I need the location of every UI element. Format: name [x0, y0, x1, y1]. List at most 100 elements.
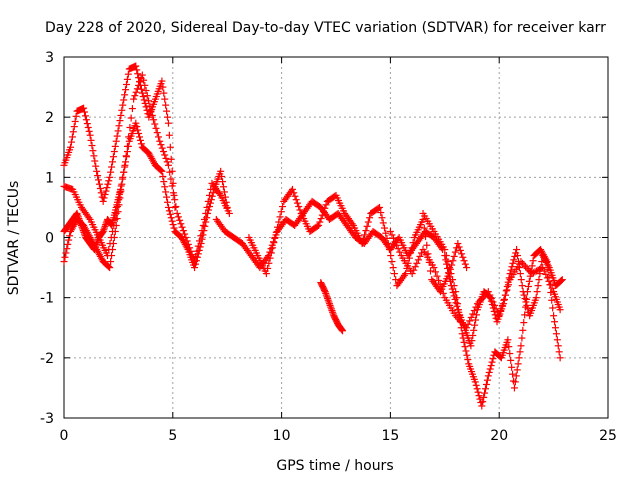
data-point-interp	[85, 127, 93, 135]
data-point-interp	[62, 249, 70, 257]
data-point-interp	[76, 218, 84, 226]
data-point-interp	[142, 87, 150, 95]
data-point-interp	[200, 227, 208, 235]
data-point-interp	[292, 196, 300, 204]
data-point-interp	[327, 305, 335, 313]
data-point-interp	[322, 289, 330, 297]
data-point	[504, 336, 512, 344]
data-point	[156, 137, 164, 145]
data-point-interp	[160, 89, 168, 97]
data-point-interp	[511, 378, 519, 386]
data-point-interp	[389, 264, 397, 272]
data-point-interp	[445, 273, 453, 281]
data-point-interp	[100, 226, 108, 234]
data-point-interp	[93, 239, 101, 247]
data-point-interp	[546, 281, 554, 289]
data-point-interp	[503, 282, 511, 290]
data-point-interp	[380, 224, 388, 232]
data-point-interp	[113, 132, 121, 140]
data-point-interp	[218, 172, 226, 180]
data-point-interp	[390, 234, 398, 242]
data-point	[164, 161, 172, 169]
data-point-interp	[518, 334, 526, 342]
data-point-interp	[329, 310, 337, 318]
data-point-interp	[411, 263, 419, 271]
data-point-interp	[194, 250, 202, 258]
y-tick-label: -3	[40, 411, 54, 427]
data-point-interp	[120, 168, 128, 176]
data-point	[164, 203, 172, 211]
data-point-interp	[133, 66, 141, 74]
data-point-interp	[391, 238, 399, 246]
data-point	[478, 402, 486, 410]
data-point-interp	[322, 201, 330, 209]
data-point-interp	[296, 206, 304, 214]
data-point-interp	[122, 86, 130, 94]
data-point-interp	[472, 381, 480, 389]
data-point-interp	[155, 133, 163, 141]
data-point-interp	[131, 92, 139, 100]
y-tick-label: -2	[40, 351, 54, 367]
data-point	[223, 203, 231, 211]
data-point-interp	[489, 304, 497, 312]
data-point-interp	[174, 213, 182, 221]
data-point-interp	[71, 117, 79, 125]
data-point	[93, 167, 101, 175]
data-point-interp	[274, 223, 282, 231]
grid-lines	[64, 57, 608, 418]
data-point-interp	[458, 250, 466, 258]
data-point-interp	[504, 278, 512, 286]
data-point-interp	[545, 273, 553, 281]
data-point-interp	[436, 281, 444, 289]
data-point-interp	[136, 78, 144, 86]
data-point-interp	[460, 257, 468, 265]
data-point-interp	[181, 230, 189, 238]
data-point-interp	[555, 348, 563, 356]
data-point-interp	[374, 204, 382, 212]
data-point-interp	[201, 222, 209, 230]
data-point-interp	[293, 199, 301, 207]
data-point-interp	[453, 302, 461, 310]
data-point-interp	[521, 295, 529, 303]
data-point-interp	[450, 252, 458, 260]
data-point-interp	[393, 241, 401, 249]
data-point-interp	[481, 389, 489, 397]
x-tick-label: 15	[381, 428, 399, 444]
data-point-interp	[317, 215, 325, 223]
data-point-interp	[557, 276, 565, 284]
data-point-interp	[167, 175, 175, 183]
data-point-interp	[443, 260, 451, 268]
data-point-interp	[449, 289, 457, 297]
data-point	[358, 240, 366, 248]
data-point-interp	[87, 136, 95, 144]
data-point-interp	[139, 93, 147, 101]
data-point-interp	[74, 213, 82, 221]
data-point-interp	[72, 112, 80, 120]
data-point	[510, 384, 518, 392]
data-point-interp	[551, 324, 559, 332]
data-point	[471, 378, 479, 386]
data-point-interp	[518, 282, 526, 290]
data-point	[402, 270, 410, 278]
data-point-interp	[427, 267, 435, 275]
data-point-interp	[61, 253, 69, 261]
data-point-interp	[445, 269, 453, 277]
data-point-interp	[410, 266, 418, 274]
data-point	[204, 209, 212, 217]
data-point-interp	[219, 178, 227, 186]
data-point-interp	[132, 88, 140, 96]
data-point	[315, 221, 323, 229]
data-point	[517, 342, 525, 350]
data-point-interp	[118, 180, 126, 188]
data-point-interp	[81, 230, 89, 238]
data-point	[454, 240, 462, 248]
data-point-interp	[515, 354, 523, 362]
data-point-interp	[324, 295, 332, 303]
data-point-interp	[502, 287, 510, 295]
data-point-interp	[290, 189, 298, 197]
data-point-interp	[121, 163, 129, 171]
data-point-interp	[92, 240, 100, 248]
data-point-interp	[133, 123, 141, 131]
data-point-interp	[67, 138, 75, 146]
data-point-interp	[523, 301, 531, 309]
